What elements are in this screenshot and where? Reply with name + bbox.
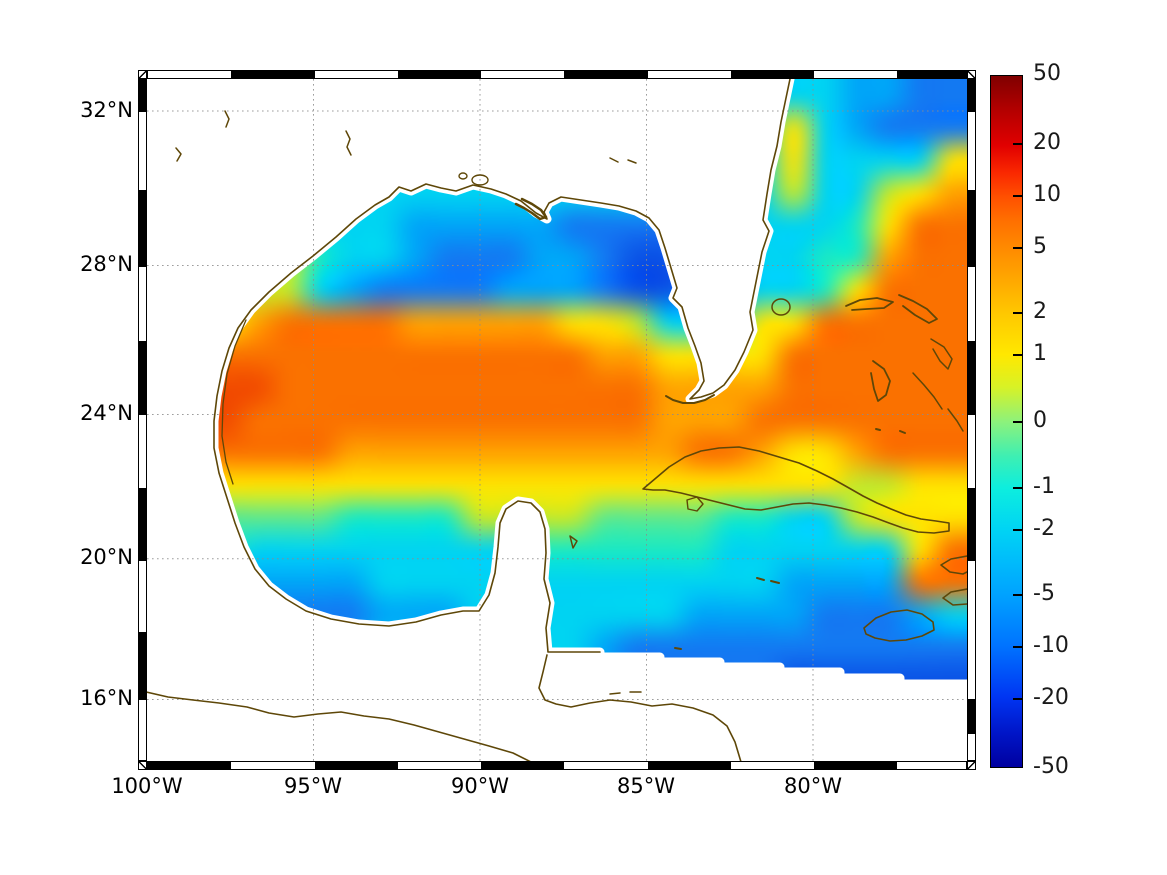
- frame-stripe: [397, 762, 481, 769]
- x-tick-label-90w: 90°W: [451, 774, 509, 798]
- frame-stripe: [897, 71, 966, 78]
- x-tick-label-80w: 80°W: [784, 774, 842, 798]
- frame-stripe: [231, 762, 315, 769]
- frame-stripe: [968, 266, 975, 341]
- y-tick-label-20n: 20°N: [80, 545, 133, 569]
- frame-stripe: [730, 71, 814, 78]
- colorbar-tick: [1013, 594, 1022, 597]
- colorbar-tick: [1013, 420, 1022, 423]
- colorbar-tick: [1013, 698, 1022, 701]
- frame-stripe: [647, 762, 731, 769]
- x-tick-label-85w: 85°W: [617, 774, 675, 798]
- frame-stripe: [139, 190, 146, 267]
- frame-stripe: [968, 190, 975, 267]
- frame-stripe: [139, 700, 146, 760]
- frame-stripe: [148, 762, 232, 769]
- frame-stripe: [397, 71, 481, 78]
- frame-corner-bottomright: [967, 761, 976, 770]
- colorbar-tick: [1013, 246, 1022, 249]
- y-tick-label-32n: 32°N: [80, 98, 133, 122]
- colorbar-tick-label: -20: [1033, 685, 1069, 711]
- frame-corner-bottomleft: [138, 761, 147, 770]
- colorbar-tick-label: 20: [1033, 129, 1061, 155]
- colorbar-tick: [1013, 529, 1022, 532]
- frame-stripe: [968, 112, 975, 190]
- frame-stripe: [968, 734, 975, 760]
- y-tick-label-24n: 24°N: [80, 401, 133, 425]
- colorbar-tick: [1013, 311, 1022, 314]
- colorbar-tick-label: -1: [1033, 473, 1055, 499]
- frame-stripe: [814, 71, 898, 78]
- colorbar-tick: [1013, 354, 1022, 357]
- colorbar-tick: [1013, 142, 1022, 145]
- frame-stripe: [968, 699, 975, 734]
- colorbar-tick: [1013, 646, 1022, 649]
- frame-stripe: [968, 487, 975, 561]
- frame-stripe: [139, 80, 146, 112]
- frame-stripe: [730, 762, 814, 769]
- y-tick-label-28n: 28°N: [80, 252, 133, 276]
- colorbar-tick: [1013, 486, 1022, 489]
- frame-stripe: [314, 762, 398, 769]
- frame-stripe: [139, 561, 146, 632]
- frame-stripe: [148, 71, 232, 78]
- y-tick-label-16n: 16°N: [80, 686, 133, 710]
- frame-corner-topleft: [138, 70, 147, 79]
- frame-stripe: [968, 341, 975, 415]
- map-plot-canvas: [147, 79, 967, 761]
- colorbar-tick-label: -2: [1033, 516, 1055, 542]
- map-frame-bottom: [147, 761, 967, 770]
- colorbar-tick-label: 2: [1033, 298, 1047, 324]
- frame-stripe: [481, 71, 565, 78]
- colorbar-tick-label: 0: [1033, 407, 1047, 433]
- frame-stripe: [897, 762, 966, 769]
- colorbar-tick-label: -10: [1033, 633, 1069, 659]
- frame-stripe: [314, 71, 398, 78]
- frame-stripe: [968, 415, 975, 488]
- frame-stripe: [564, 71, 648, 78]
- colorbar-tick-label: -50: [1033, 754, 1069, 779]
- frame-stripe: [139, 415, 146, 488]
- frame-stripe: [481, 762, 565, 769]
- map-frame-right: [967, 79, 976, 761]
- frame-stripe: [139, 266, 146, 341]
- frame-stripe: [968, 80, 975, 112]
- frame-stripe: [139, 632, 146, 700]
- colorbar-tick-label: 1: [1033, 341, 1047, 367]
- x-tick-label-100w: 100°W: [111, 774, 183, 798]
- colorbar-tick-label: 10: [1033, 181, 1061, 207]
- map-frame-top: [147, 70, 967, 79]
- frame-stripe: [814, 762, 898, 769]
- colorbar-tick-label: 5: [1033, 233, 1047, 259]
- frame-stripe: [564, 762, 648, 769]
- colorbar-tick: [1013, 194, 1022, 197]
- frame-corner-topright: [967, 70, 976, 79]
- colorbar-tick-label: -5: [1033, 581, 1055, 607]
- x-tick-label-95w: 95°W: [284, 774, 342, 798]
- frame-stripe: [647, 71, 731, 78]
- frame-stripe: [139, 487, 146, 561]
- map-frame-left: [138, 79, 147, 761]
- frame-stripe: [968, 561, 975, 699]
- frame-stripe: [139, 112, 146, 190]
- frame-stripe: [231, 71, 315, 78]
- frame-stripe: [139, 341, 146, 415]
- colorbar-tick-label: 50: [1033, 61, 1061, 86]
